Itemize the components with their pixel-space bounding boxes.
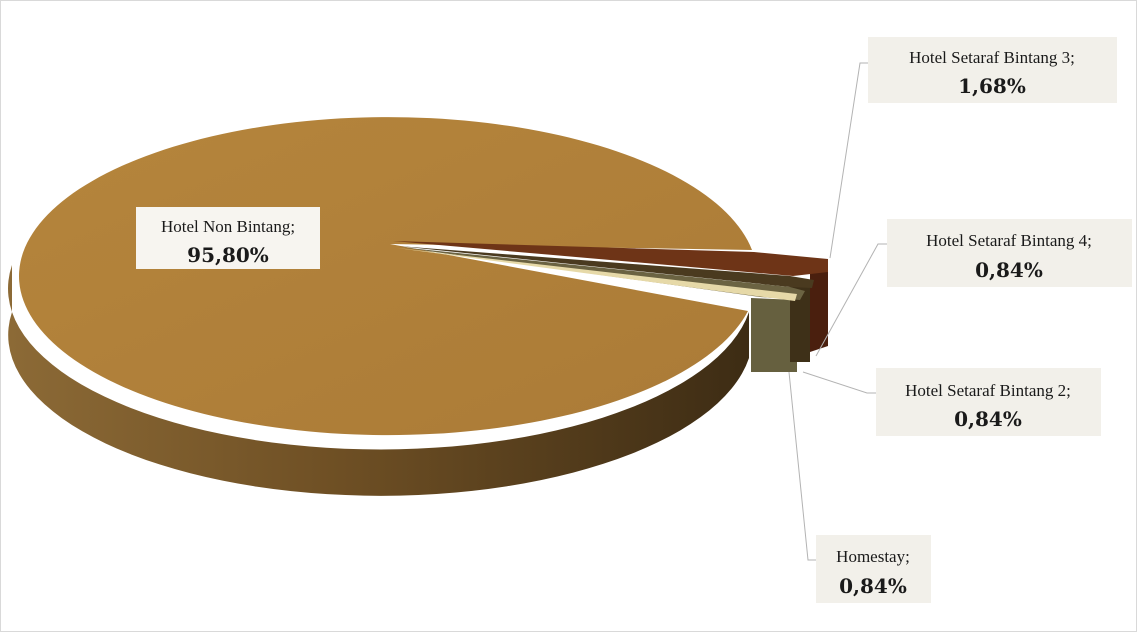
slice-label-value: 1,68% bbox=[958, 74, 1026, 98]
data-label-homestay: Homestay; 0,84% bbox=[816, 535, 931, 603]
slice-bintang-3-side bbox=[810, 270, 828, 352]
leader-line-bintang-4 bbox=[815, 243, 887, 357]
slice-bintang-2-side bbox=[751, 298, 797, 372]
data-label-bintang-2: Hotel Setaraf Bintang 2; 0,84% bbox=[876, 368, 1101, 436]
leader-line-bintang-2 bbox=[802, 371, 876, 394]
data-label-bintang-3: Hotel Setaraf Bintang 3; 1,68% bbox=[868, 37, 1117, 103]
leader-line-bintang-3 bbox=[829, 62, 868, 259]
slice-label-value: 95,80% bbox=[187, 243, 269, 267]
slice-bintang-4 bbox=[398, 246, 814, 288]
slice-hotel-non-bintang-side bbox=[8, 265, 750, 496]
slice-label-value: 0,84% bbox=[975, 258, 1043, 282]
slice-bintang-4-side bbox=[790, 285, 810, 362]
slice-homestay bbox=[397, 248, 797, 301]
slice-label-name: Homestay; bbox=[836, 547, 910, 566]
slice-hotel-non-bintang bbox=[19, 117, 752, 436]
leader-line-homestay bbox=[788, 371, 816, 561]
slice-label-name: Hotel Setaraf Bintang 3; bbox=[909, 48, 1075, 67]
slice-label-value: 0,84% bbox=[839, 574, 907, 598]
slice-label-name: Hotel Non Bintang; bbox=[161, 217, 295, 236]
data-label-bintang-4: Hotel Setaraf Bintang 4; 0,84% bbox=[887, 219, 1132, 287]
slice-label-name: Hotel Setaraf Bintang 4; bbox=[926, 231, 1092, 250]
slice-label-name: Hotel Setaraf Bintang 2; bbox=[905, 381, 1071, 400]
data-label-hotel-non-bintang: Hotel Non Bintang; 95,80% bbox=[136, 207, 320, 269]
slice-label-value: 0,84% bbox=[954, 407, 1022, 431]
slice-bintang-3 bbox=[393, 241, 828, 276]
